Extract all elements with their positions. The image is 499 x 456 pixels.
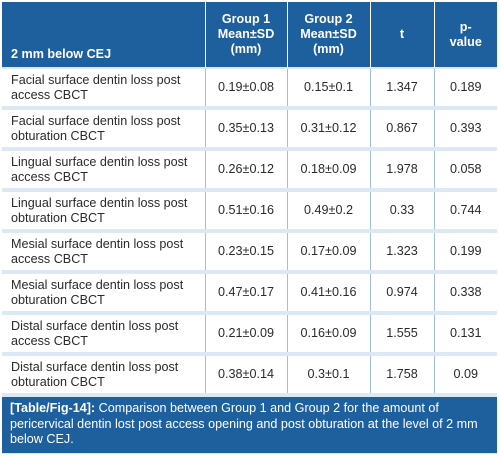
group-2-value: 0.15±0.1 — [287, 67, 371, 110]
row-label-line: access CBCT — [11, 251, 88, 266]
row-label: Facial surface dentin loss post access CB… — [2, 67, 206, 110]
t-value: 1.978 — [370, 149, 435, 192]
row-label: Distal surface dentin loss post access CB… — [2, 313, 206, 356]
t-value: 0.974 — [370, 272, 435, 315]
group-2-value: 0.3±0.1 — [287, 354, 371, 397]
t-value: 1.758 — [370, 354, 435, 397]
group-2-value: 0.31±0.12 — [287, 108, 371, 151]
table-caption: [Table/Fig-14]: Comparison between Group… — [2, 397, 497, 453]
p-value: 0.393 — [434, 108, 497, 151]
caption-tag: [Table/Fig-14]: — [10, 401, 96, 415]
group-1-value: 0.47±0.17 — [205, 272, 288, 315]
row-label-line: access CBCT — [11, 87, 88, 102]
row-label-line: Distal surface dentin loss post — [11, 318, 179, 333]
p-value: 0.338 — [434, 272, 497, 315]
group-1-value: 0.51±0.16 — [205, 190, 288, 233]
header-group-1: Group 1 Mean±SD (mm) — [205, 2, 288, 68]
p-value: 0.131 — [434, 313, 497, 356]
header-p-line-2: value — [449, 34, 482, 49]
group-1-value: 0.26±0.12 — [205, 149, 288, 192]
t-value: 1.323 — [370, 231, 435, 274]
row-label: Lingual surface dentin loss post obturati… — [2, 190, 206, 233]
p-value: 0.189 — [434, 67, 497, 110]
row-label: Facial surface dentin loss post obturatio… — [2, 108, 206, 151]
header-group-2-line-2: Mean±SD — [300, 27, 357, 41]
t-value: 1.347 — [370, 67, 435, 110]
row-label-line: Lingual surface dentin loss post — [11, 195, 188, 210]
header-p-value: p- value — [434, 2, 497, 68]
table-body: Facial surface dentin loss post access CB… — [2, 67, 497, 397]
header-group-1-line-2: Mean±SD — [217, 27, 275, 41]
group-2-value: 0.41±0.16 — [287, 272, 371, 315]
table-header-row: 2 mm below CEJ Group 1 Mean±SD (mm) Grou… — [2, 2, 497, 68]
group-1-value: 0.38±0.14 — [205, 354, 288, 397]
table-row: Distal surface dentin loss post access CB… — [2, 313, 497, 356]
row-label-line: Facial surface dentin loss post — [11, 72, 181, 87]
t-value: 0.33 — [370, 190, 435, 233]
group-1-value: 0.21±0.09 — [205, 313, 288, 356]
group-1-value: 0.23±0.15 — [205, 231, 288, 274]
table-row: Lingual surface dentin loss post access C… — [2, 149, 497, 192]
group-1-value: 0.35±0.13 — [205, 108, 288, 151]
row-label-line: obturation CBCT — [11, 292, 105, 307]
group-1-value: 0.19±0.08 — [205, 67, 288, 110]
p-value: 0.199 — [434, 231, 497, 274]
header-p-line-1: p- — [459, 19, 472, 34]
t-value: 1.555 — [370, 313, 435, 356]
header-group-2-line-1: Group 2 — [304, 12, 353, 26]
results-table: 2 mm below CEJ Group 1 Mean±SD (mm) Grou… — [2, 2, 497, 397]
group-2-value: 0.17±0.09 — [287, 231, 371, 274]
header-group-1-line-1: Group 1 — [221, 12, 271, 26]
row-label-line: obturation CBCT — [11, 128, 105, 143]
row-label-line: obturation CBCT — [11, 374, 105, 389]
header-level: 2 mm below CEJ — [2, 2, 206, 68]
header-t: t — [370, 2, 435, 68]
header-group-1-line-3: (mm) — [230, 42, 262, 56]
row-label: Lingual surface dentin loss post access C… — [2, 149, 206, 192]
table-row: Mesial surface dentin loss post obturatio… — [2, 272, 497, 315]
row-label: Distal surface dentin loss post obturatio… — [2, 354, 206, 397]
row-label: Mesial surface dentin loss post obturatio… — [2, 272, 206, 315]
row-label-line: Mesial surface dentin loss post — [11, 277, 184, 292]
row-label-line: obturation CBCT — [11, 210, 105, 225]
row-label-line: Mesial surface dentin loss post — [11, 236, 184, 251]
t-value: 0.867 — [370, 108, 435, 151]
group-2-value: 0.16±0.09 — [287, 313, 371, 356]
table-row: Distal surface dentin loss post obturatio… — [2, 354, 497, 397]
p-value: 0.744 — [434, 190, 497, 233]
row-label-line: access CBCT — [11, 169, 88, 184]
table-row: Lingual surface dentin loss post obturati… — [2, 190, 497, 233]
header-group-2: Group 2 Mean±SD (mm) — [287, 2, 371, 68]
group-2-value: 0.18±0.09 — [287, 149, 371, 192]
p-value: 0.058 — [434, 149, 497, 192]
header-group-2-line-3: (mm) — [313, 42, 344, 56]
table-row: Mesial surface dentin loss post access CB… — [2, 231, 497, 274]
row-label-line: access CBCT — [11, 333, 88, 348]
row-label-line: Lingual surface dentin loss post — [11, 154, 188, 169]
row-label: Mesial surface dentin loss post access CB… — [2, 231, 206, 274]
p-value: 0.09 — [434, 354, 497, 397]
row-label-line: Facial surface dentin loss post — [11, 113, 181, 128]
table-row: Facial surface dentin loss post access CB… — [2, 67, 497, 110]
table-row: Facial surface dentin loss post obturatio… — [2, 108, 497, 151]
caption-text: Comparison between Group 1 and Group 2 f… — [10, 401, 478, 446]
row-label-line: Distal surface dentin loss post — [11, 359, 179, 374]
group-2-value: 0.49±0.2 — [287, 190, 371, 233]
